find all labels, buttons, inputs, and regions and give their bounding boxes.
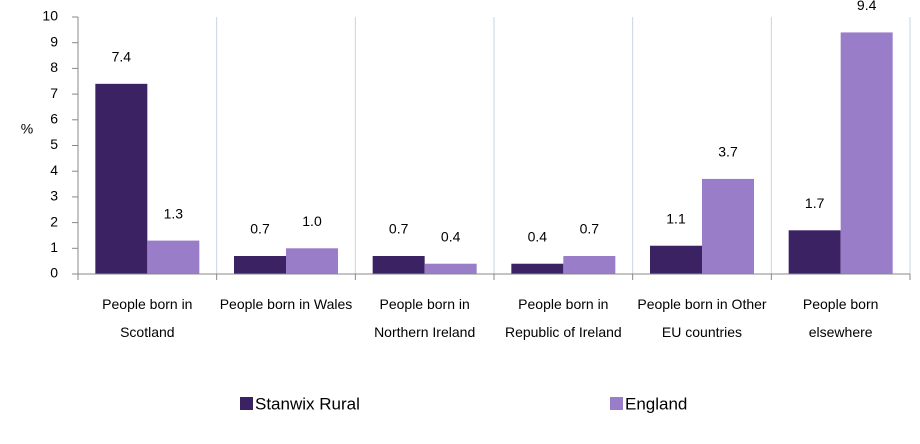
value-label: 0.7 [250,221,270,237]
value-label: 1.3 [164,205,184,221]
bar [424,263,477,274]
x-tick-label: People born elsewhere [802,296,879,340]
y-tick-label: 7 [50,85,58,101]
y-tick-label: 2 [50,213,58,229]
value-label: 0.4 [528,228,548,244]
bar [840,32,893,274]
value-label: 0.4 [441,228,461,244]
x-tick-label: People born in Wales [219,296,353,312]
bar [234,256,286,274]
bar [511,263,564,274]
y-tick-label: 10 [42,8,58,24]
bar [650,245,702,274]
value-label: 0.7 [580,221,600,237]
y-axis-label: % [21,121,33,137]
legend-label: England [625,394,687,413]
value-label: 1.0 [302,213,322,229]
bar [372,256,425,274]
y-tick-label: 3 [50,188,58,204]
y-tick-label: 9 [50,33,58,49]
value-label: 7.4 [112,49,132,65]
legend-swatch [240,397,253,410]
bar [95,83,148,274]
x-tick-label: People born in Republic of Ireland [504,296,622,340]
y-tick-label: 8 [50,59,58,75]
bar [702,178,754,274]
x-tick-label: People born in Other EU countries [637,296,767,340]
y-tick-label: 6 [50,111,58,127]
y-tick-label: 4 [50,162,58,178]
legend-label: Stanwix Rural [255,394,360,413]
value-label: 1.7 [805,195,825,211]
bar [147,240,200,274]
bar [788,230,841,274]
legend-swatch [610,397,623,410]
y-tick-label: 0 [50,265,58,281]
bar [286,248,338,274]
y-tick-label: 1 [50,239,58,255]
y-tick-label: 5 [50,136,58,152]
value-label: 3.7 [718,144,738,160]
value-label: 1.1 [666,210,686,226]
value-label: 0.7 [389,221,409,237]
x-tick-label: People born in Scotland [102,296,193,340]
value-label: 9.4 [857,0,877,13]
x-tick-label: People born in Northern Ireland [374,296,476,340]
bar [563,256,616,274]
